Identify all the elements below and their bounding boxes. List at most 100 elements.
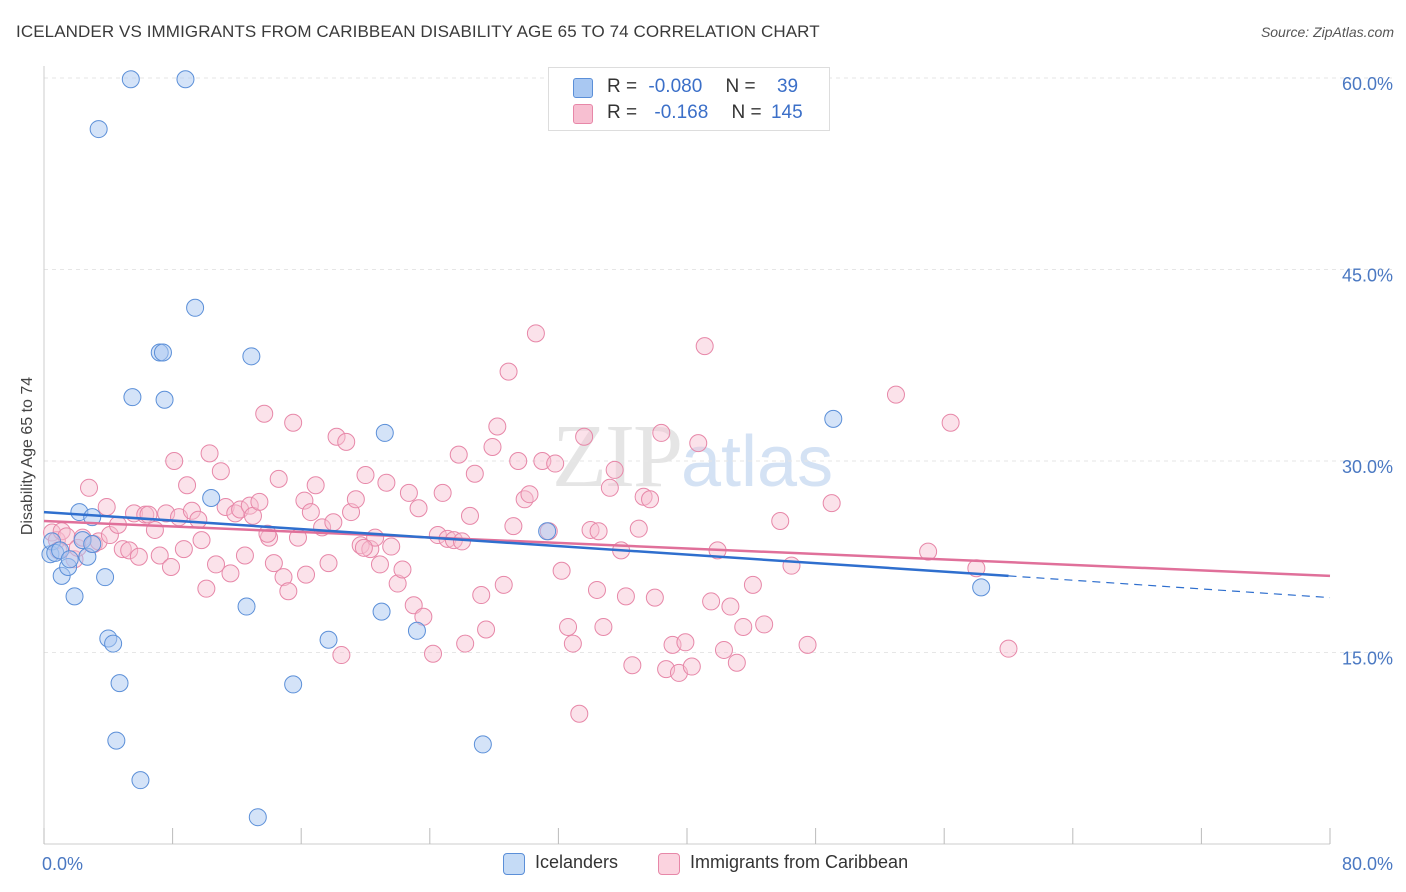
point-icelanders bbox=[972, 578, 991, 597]
point-caribbean bbox=[327, 427, 346, 446]
point-caribbean bbox=[919, 542, 938, 561]
point-caribbean bbox=[721, 597, 740, 616]
point-caribbean bbox=[129, 547, 148, 566]
legend-text: R = -0.168 N = 145 bbox=[607, 102, 803, 124]
point-icelanders bbox=[319, 630, 338, 649]
point-icelanders bbox=[284, 675, 303, 694]
point-icelanders bbox=[107, 731, 126, 750]
trend-line-icelanders bbox=[43, 510, 1009, 578]
watermark-zip: ZIP bbox=[552, 407, 683, 506]
point-caribbean bbox=[589, 522, 608, 541]
point-caribbean bbox=[161, 557, 180, 576]
point-caribbean bbox=[552, 561, 571, 580]
point-caribbean bbox=[494, 575, 513, 594]
point-caribbean bbox=[886, 385, 905, 404]
point-caribbean bbox=[499, 362, 518, 381]
point-caribbean bbox=[377, 473, 396, 492]
point-caribbean bbox=[399, 483, 418, 502]
point-caribbean bbox=[676, 633, 695, 652]
point-caribbean bbox=[393, 560, 412, 579]
x-tick-label: 0.0% bbox=[42, 854, 83, 874]
point-caribbean bbox=[941, 413, 960, 432]
legend-swatch-icelanders bbox=[573, 78, 593, 98]
bottom-legend-label: Icelanders bbox=[535, 852, 619, 872]
point-caribbean bbox=[483, 437, 502, 456]
point-caribbean bbox=[702, 592, 721, 611]
point-icelanders bbox=[89, 120, 108, 139]
series-icelanders-points bbox=[41, 70, 991, 827]
point-icelanders bbox=[96, 568, 115, 587]
point-caribbean bbox=[324, 513, 343, 532]
legend-n-label: N = bbox=[731, 102, 762, 123]
point-caribbean bbox=[600, 478, 619, 497]
point-caribbean bbox=[174, 540, 193, 559]
point-caribbean bbox=[456, 634, 475, 653]
point-caribbean bbox=[798, 635, 817, 654]
point-caribbean bbox=[182, 501, 201, 520]
point-caribbean bbox=[306, 476, 325, 495]
legend-n-value: 145 bbox=[770, 102, 803, 123]
point-caribbean bbox=[452, 532, 471, 551]
point-caribbean bbox=[629, 519, 648, 538]
point-caribbean bbox=[284, 413, 303, 432]
point-caribbean bbox=[433, 483, 452, 502]
point-caribbean bbox=[409, 499, 428, 518]
point-icelanders bbox=[121, 70, 140, 89]
point-caribbean bbox=[150, 546, 169, 565]
point-caribbean bbox=[460, 506, 479, 525]
point-caribbean bbox=[274, 568, 293, 587]
point-caribbean bbox=[207, 555, 226, 574]
point-icelanders bbox=[65, 587, 84, 606]
point-icelanders bbox=[248, 808, 267, 827]
point-caribbean bbox=[361, 540, 380, 559]
y-tick-label: 30.0% bbox=[1342, 457, 1393, 477]
point-caribbean bbox=[594, 617, 613, 636]
legend-n-label: N = bbox=[725, 76, 756, 97]
point-icelanders bbox=[242, 347, 261, 366]
point-caribbean bbox=[332, 646, 351, 665]
point-icelanders bbox=[155, 390, 174, 409]
point-caribbean bbox=[504, 517, 523, 536]
point-caribbean bbox=[714, 640, 733, 659]
point-caribbean bbox=[734, 617, 753, 636]
axes bbox=[43, 66, 1331, 845]
point-caribbean bbox=[197, 579, 216, 598]
point-caribbean bbox=[641, 490, 660, 509]
legend-r-label: R = bbox=[607, 76, 638, 97]
point-caribbean bbox=[822, 494, 841, 513]
trend-line-icelanders-extension bbox=[1008, 575, 1331, 599]
point-icelanders bbox=[186, 298, 205, 317]
point-caribbean bbox=[623, 656, 642, 675]
point-caribbean bbox=[520, 485, 539, 504]
point-caribbean bbox=[295, 491, 314, 510]
y-tick-label: 15.0% bbox=[1342, 649, 1393, 669]
point-icelanders bbox=[372, 602, 391, 621]
point-caribbean bbox=[235, 546, 254, 565]
point-icelanders bbox=[110, 674, 129, 693]
point-caribbean bbox=[189, 510, 208, 529]
point-icelanders bbox=[202, 489, 221, 508]
watermark-atlas: atlas bbox=[681, 422, 834, 502]
point-caribbean bbox=[999, 639, 1018, 658]
point-icelanders bbox=[473, 735, 492, 754]
y-tick-label: 60.0% bbox=[1342, 74, 1393, 94]
point-caribbean bbox=[682, 657, 701, 676]
point-caribbean bbox=[97, 497, 116, 516]
point-caribbean bbox=[465, 464, 484, 483]
trend-lines bbox=[43, 510, 1331, 599]
series-caribbean-points bbox=[43, 324, 1018, 723]
point-caribbean bbox=[689, 434, 708, 453]
legend: R = -0.080 N = 39 R = -0.168 N = 145 bbox=[548, 67, 830, 131]
point-caribbean bbox=[165, 452, 184, 470]
point-caribbean bbox=[652, 423, 671, 442]
point-caribbean bbox=[587, 580, 606, 599]
watermark: ZIPatlas bbox=[552, 405, 833, 508]
point-caribbean bbox=[515, 490, 534, 509]
legend-n-value: 39 bbox=[776, 76, 799, 97]
grid-lines bbox=[44, 77, 1395, 653]
point-icelanders bbox=[153, 343, 172, 362]
point-caribbean bbox=[216, 497, 235, 516]
point-caribbean bbox=[264, 554, 283, 573]
point-icelanders bbox=[237, 597, 256, 616]
